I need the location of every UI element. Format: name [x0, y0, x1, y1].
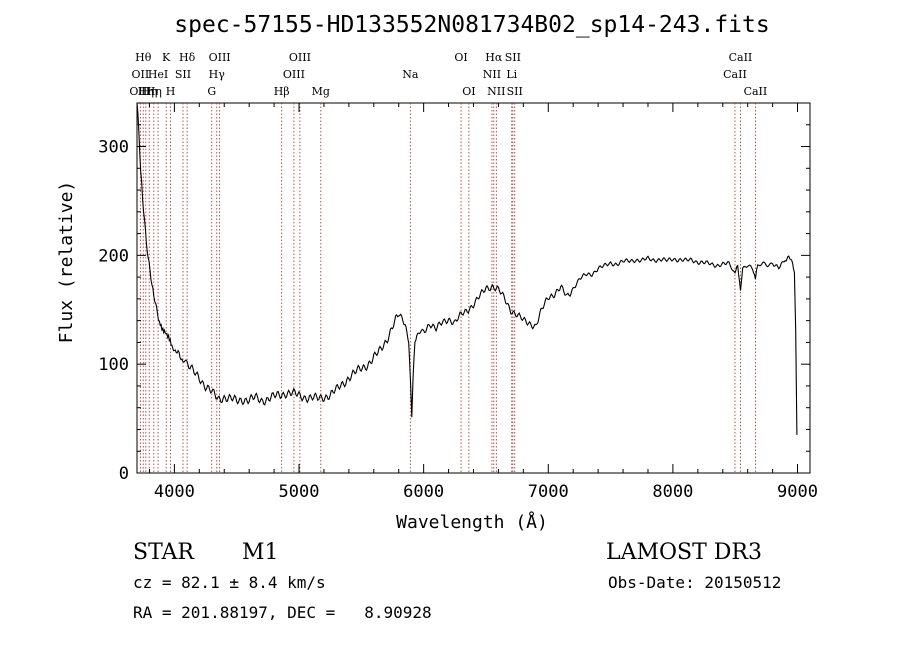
spectral-line-label: Hγ [209, 68, 226, 81]
spectral-line-label: Li [506, 68, 517, 81]
spectral-lines: OIIOIIIHθHηHηHηHeIKHSIIHδGHγOIIIHβOIIIOI… [129, 51, 767, 473]
y-tick-label: 0 [119, 464, 129, 484]
spectrum-series [136, 102, 798, 435]
spectral-line-label: OI [462, 85, 475, 98]
plot-frame [136, 102, 811, 474]
spectral-line-label: CaII [729, 51, 753, 64]
spectral-line-label: K [162, 51, 171, 64]
sky-coordinates: RA = 201.88197, DEC = 8.90928 [133, 603, 432, 622]
spectral-line-label: OIII [289, 51, 311, 64]
spectral-line-label: SII [507, 85, 523, 98]
x-tick-label: 4000 [154, 482, 195, 502]
y-tick-label: 200 [98, 246, 129, 266]
spectral-line-label: Hθ [135, 51, 152, 64]
spectral-line-label: G [207, 85, 216, 98]
spectral-line-label: OIII [209, 51, 231, 64]
spectral-line-label: Hη [141, 85, 157, 98]
spectral-line-label: Hη [138, 85, 154, 98]
observation-date: Obs-Date: 20150512 [608, 573, 782, 592]
spectral-line-label: Hα [485, 51, 503, 64]
survey-name: LAMOST DR3 [606, 540, 762, 565]
spectral-line-label: NII [483, 68, 501, 81]
spectral-line-label: Hβ [274, 85, 290, 98]
spectral-line-label: OII [132, 68, 150, 81]
x-tick-label: 7000 [528, 482, 569, 502]
spectral-line-label: NII [487, 85, 505, 98]
spectral-line-label: H [166, 85, 176, 98]
redshift-value: cz = 82.1 ± 8.4 km/s [133, 573, 326, 592]
spectral-line-label: CaII [723, 68, 747, 81]
plot-area-border [136, 102, 811, 474]
y-tick-label: 100 [98, 355, 129, 375]
y-axis-ticks: 0 100 200 300 [98, 102, 810, 484]
object-subclass: M1 [242, 540, 279, 565]
chart-title: spec-57155-HD133552N081734B02_sp14-243.f… [174, 12, 769, 38]
y-axis-label: Flux (relative) [56, 181, 77, 344]
x-tick-label: 6000 [403, 482, 444, 502]
spectrum-line [136, 102, 798, 435]
x-tick-label: 5000 [279, 482, 320, 502]
spectral-line-label: OI [454, 51, 467, 64]
spectral-line-label: SII [505, 51, 521, 64]
object-class: STAR [133, 540, 194, 565]
y-tick-label: 300 [98, 138, 129, 158]
spectral-line-label: OIII [129, 85, 151, 98]
x-axis-label: Wavelength (Å) [396, 511, 548, 533]
spectral-line-label: Hδ [179, 51, 196, 64]
spectral-line-label: HeI [148, 68, 168, 81]
x-tick-label: 9000 [777, 482, 818, 502]
spectral-line-label: CaII [744, 85, 768, 98]
spectral-line-label: Hη [146, 85, 162, 98]
spectral-line-label: Na [402, 68, 419, 81]
x-tick-label: 8000 [652, 482, 693, 502]
x-axis-ticks: 4000 5000 6000 7000 8000 9000 [148, 103, 818, 502]
spectral-line-label: OIII [283, 68, 305, 81]
spectral-line-label: Mg [312, 85, 330, 98]
spectral-line-label: SII [175, 68, 191, 81]
